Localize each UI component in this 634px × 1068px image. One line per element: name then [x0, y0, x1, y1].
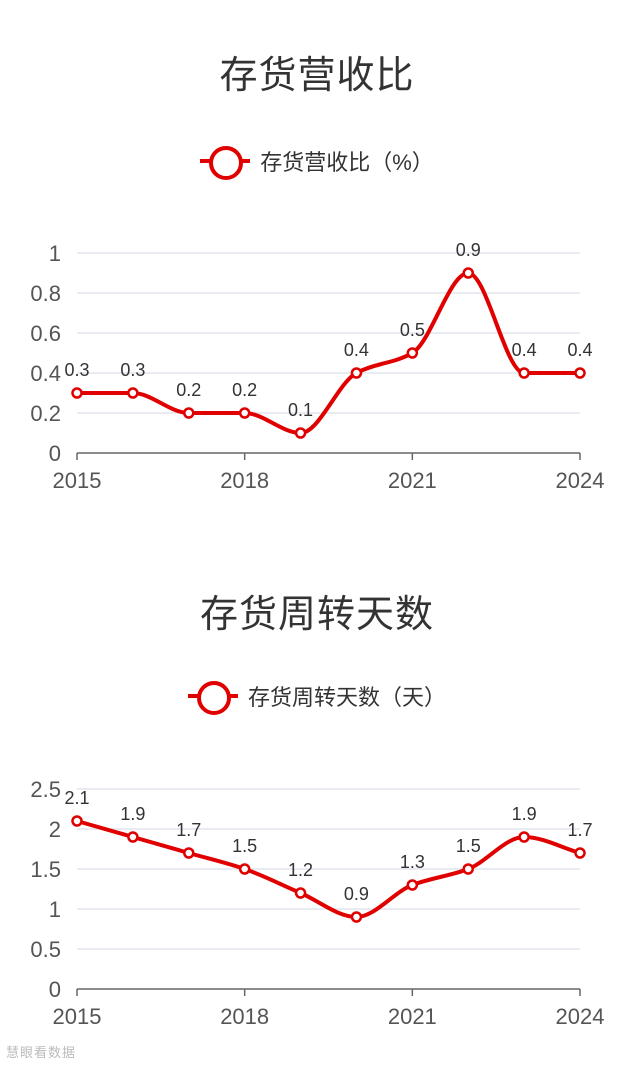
data-label: 0.5	[400, 320, 425, 340]
x-tick-label: 2021	[388, 468, 437, 493]
data-label: 1.5	[232, 836, 257, 856]
legend-label: 存货营收比（%）	[260, 150, 434, 175]
data-point	[462, 863, 474, 875]
data-point	[238, 863, 251, 875]
y-tick-label: 0	[49, 441, 61, 466]
inventory-days-chart: 存货周转天数 存货周转天数（天） 0 0.5 1 1.5 2 2.5 2015 2018 202…	[0, 540, 634, 1040]
data-label: 0.2	[232, 380, 257, 400]
data-label: 0.2	[176, 380, 201, 400]
watermark: 慧眼看数据	[6, 1045, 77, 1060]
y-tick-label: 0.6	[30, 321, 61, 346]
data-point	[518, 831, 530, 843]
x-tick-label: 2024	[556, 1004, 605, 1029]
y-tick-label: 0.4	[30, 361, 61, 386]
data-label: 1.3	[400, 852, 425, 872]
data-point	[71, 815, 83, 827]
y-tick-label: 1	[49, 241, 61, 266]
data-point	[518, 367, 530, 379]
x-tick-label: 2024	[556, 468, 605, 493]
data-point	[462, 267, 474, 279]
series-line	[77, 271, 580, 435]
data-point	[406, 879, 419, 891]
data-label: 0.4	[512, 340, 537, 360]
data-label: 0.4	[567, 340, 592, 360]
data-label: 0.1	[288, 400, 313, 420]
data-label: 1.5	[456, 836, 481, 856]
line-plot: 0 0.5 1 1.5 2 2.5 2015 2018 2021 2024 2.1 1.9 1.7 1.5…	[30, 777, 605, 1029]
data-label: 1.9	[120, 804, 145, 824]
data-point	[183, 847, 195, 859]
y-tick-label: 0.8	[30, 281, 61, 306]
data-label: 1.9	[512, 804, 537, 824]
data-label: 2.1	[64, 788, 89, 808]
x-tick-label: 2015	[53, 1004, 102, 1029]
data-label: 0.9	[344, 884, 369, 904]
line-plot: 0 0.2 0.4 0.6 0.8 1 2015 2018 2021 2024 0.3 0.3 0.2 0…	[30, 240, 605, 493]
y-tick-label: 0	[49, 977, 61, 1002]
data-point	[294, 427, 307, 439]
chart-title: 存货周转天数	[199, 592, 434, 636]
data-label: 1.7	[567, 820, 592, 840]
data-point	[350, 911, 363, 923]
data-label: 0.3	[64, 360, 89, 380]
data-point	[238, 407, 251, 419]
data-label: 1.2	[288, 860, 313, 880]
series-line	[76, 819, 581, 919]
data-point	[127, 387, 139, 399]
data-label: 0.9	[456, 240, 481, 260]
chart-title: 存货营收比	[219, 53, 415, 97]
y-tick-label: 1.5	[30, 857, 61, 882]
data-point	[183, 407, 195, 419]
data-label: 1.7	[176, 820, 201, 840]
legend-line-marker-icon	[200, 146, 251, 180]
data-label: 0.4	[344, 340, 369, 360]
data-point	[127, 831, 139, 843]
data-point	[71, 387, 83, 399]
data-point	[574, 847, 586, 859]
legend-label: 存货周转天数（天）	[247, 685, 446, 710]
y-tick-label: 2	[49, 817, 61, 842]
data-point	[350, 367, 363, 379]
y-tick-label: 0.2	[30, 401, 61, 426]
data-point	[406, 347, 419, 359]
legend-line-marker-icon	[187, 681, 238, 715]
y-tick-label: 1	[49, 897, 61, 922]
chart-legend[interactable]: 存货营收比（%）	[0, 141, 634, 181]
x-tick-label: 2021	[388, 1004, 437, 1029]
y-tick-label: 0.5	[30, 937, 61, 962]
x-tick-label: 2018	[220, 1004, 269, 1029]
x-tick-label: 2015	[53, 468, 102, 493]
inventory-ratio-chart: 存货营收比 存货营收比（%） 0 0.2 0.4 0.6 0.8 1 2015 2018 202…	[0, 0, 634, 520]
data-point	[574, 367, 586, 379]
chart-legend[interactable]: 存货周转天数（天）	[0, 676, 634, 716]
x-tick-label: 2018	[220, 468, 269, 493]
data-point	[294, 887, 307, 899]
data-label: 0.3	[120, 360, 145, 380]
y-tick-label: 2.5	[30, 777, 61, 802]
